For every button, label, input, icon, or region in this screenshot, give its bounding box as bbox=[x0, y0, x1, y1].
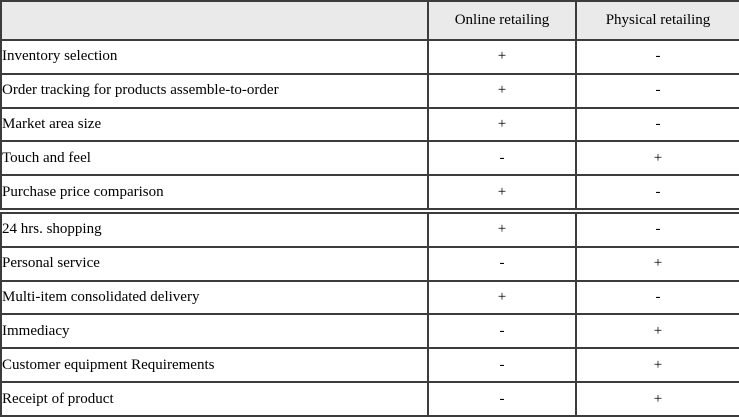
online-value: + bbox=[427, 106, 577, 143]
row-label: Inventory selection bbox=[0, 39, 429, 75]
physical-value: + bbox=[575, 140, 739, 177]
physical-value: + bbox=[575, 313, 739, 350]
row-label: Purchase price comparison bbox=[0, 174, 429, 213]
online-value: + bbox=[427, 174, 577, 213]
physical-value: + bbox=[575, 347, 739, 384]
online-value: + bbox=[427, 39, 577, 75]
online-value: - bbox=[427, 347, 577, 384]
row-label: 24 hrs. shopping bbox=[0, 208, 429, 248]
row-label: Touch and feel bbox=[0, 140, 429, 177]
table-row-receipt-of-product: Receipt of product - + bbox=[0, 381, 739, 417]
row-label: Personal service bbox=[0, 245, 429, 282]
table-body: Inventory selection + - Order tracking f… bbox=[0, 39, 739, 417]
column-header-online-retailing: Online retailing bbox=[427, 0, 577, 41]
online-value: - bbox=[427, 245, 577, 282]
physical-value: - bbox=[575, 39, 739, 75]
table-row-purchase-price-comparison: Purchase price comparison + - bbox=[0, 174, 739, 213]
table-header: Online retailing Physical retailing bbox=[0, 0, 739, 41]
online-value: + bbox=[427, 279, 577, 316]
physical-value: - bbox=[575, 174, 739, 213]
physical-value: + bbox=[575, 381, 739, 417]
header-row: Online retailing Physical retailing bbox=[0, 0, 739, 41]
physical-value: - bbox=[575, 72, 739, 109]
online-value: + bbox=[427, 72, 577, 109]
row-label: Receipt of product bbox=[0, 381, 429, 417]
physical-value: - bbox=[575, 208, 739, 248]
table-row-touch-and-feel: Touch and feel - + bbox=[0, 140, 739, 177]
column-header-feature bbox=[0, 0, 429, 41]
physical-value: - bbox=[575, 106, 739, 143]
table-row-order-tracking: Order tracking for products assemble-to-… bbox=[0, 72, 739, 109]
row-label: Multi-item consolidated delivery bbox=[0, 279, 429, 316]
row-label: Market area size bbox=[0, 106, 429, 143]
online-value: + bbox=[427, 208, 577, 248]
row-label: Customer equipment Requirements bbox=[0, 347, 429, 384]
row-label: Immediacy bbox=[0, 313, 429, 350]
table-row-multi-item-delivery: Multi-item consolidated delivery + - bbox=[0, 279, 739, 316]
physical-value: + bbox=[575, 245, 739, 282]
column-header-physical-retailing: Physical retailing bbox=[575, 0, 739, 41]
table-row-market-area-size: Market area size + - bbox=[0, 106, 739, 143]
online-value: - bbox=[427, 140, 577, 177]
table-row-personal-service: Personal service - + bbox=[0, 245, 739, 282]
table-row-inventory-selection: Inventory selection + - bbox=[0, 39, 739, 75]
table-row-customer-equipment-requirements: Customer equipment Requirements - + bbox=[0, 347, 739, 384]
physical-value: - bbox=[575, 279, 739, 316]
table-row-24-hrs-shopping: 24 hrs. shopping + - bbox=[0, 208, 739, 248]
online-value: - bbox=[427, 313, 577, 350]
online-value: - bbox=[427, 381, 577, 417]
row-label: Order tracking for products assemble-to-… bbox=[0, 72, 429, 109]
table-row-immediacy: Immediacy - + bbox=[0, 313, 739, 350]
